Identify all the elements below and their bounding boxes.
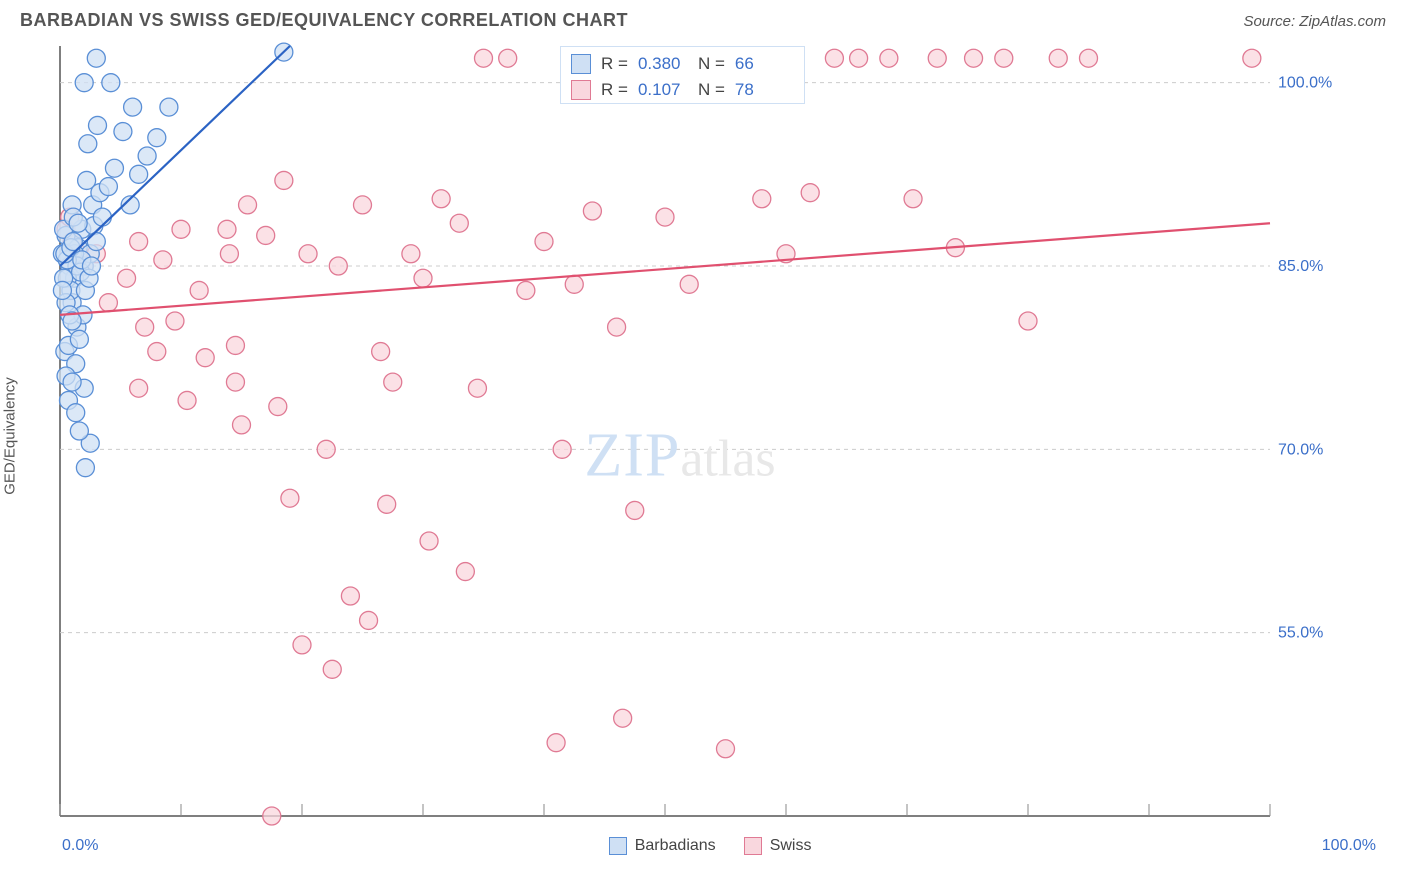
legend-label: Barbadians bbox=[635, 837, 716, 855]
legend-item-swiss: Swiss bbox=[744, 837, 812, 855]
svg-text:55.0%: 55.0% bbox=[1278, 625, 1323, 642]
svg-text:85.0%: 85.0% bbox=[1278, 258, 1323, 275]
source-credit: Source: ZipAtlas.com bbox=[1243, 13, 1386, 30]
swatch-icon bbox=[609, 837, 627, 855]
legend-item-barbadians: Barbadians bbox=[609, 837, 716, 855]
x-axis-max-label: 100.0% bbox=[1322, 837, 1376, 855]
x-axis-min-label: 0.0% bbox=[62, 837, 98, 855]
legend-label: Swiss bbox=[770, 837, 812, 855]
svg-text:70.0%: 70.0% bbox=[1278, 441, 1323, 458]
svg-text:ZIPatlas: ZIPatlas bbox=[584, 422, 775, 490]
plot-area: GED/Equivalency 55.0%70.0%85.0%100.0%ZIP… bbox=[20, 41, 1386, 831]
chart-title: BARBADIAN VS SWISS GED/EQUIVALENCY CORRE… bbox=[20, 10, 628, 31]
scatter-chart: 55.0%70.0%85.0%100.0%ZIPatlas R = 0.380 … bbox=[20, 41, 1340, 831]
svg-text:100.0%: 100.0% bbox=[1278, 75, 1332, 92]
swatch-icon bbox=[744, 837, 762, 855]
legend: Barbadians Swiss bbox=[609, 837, 812, 855]
y-axis-label: GED/Equivalency bbox=[2, 377, 19, 495]
